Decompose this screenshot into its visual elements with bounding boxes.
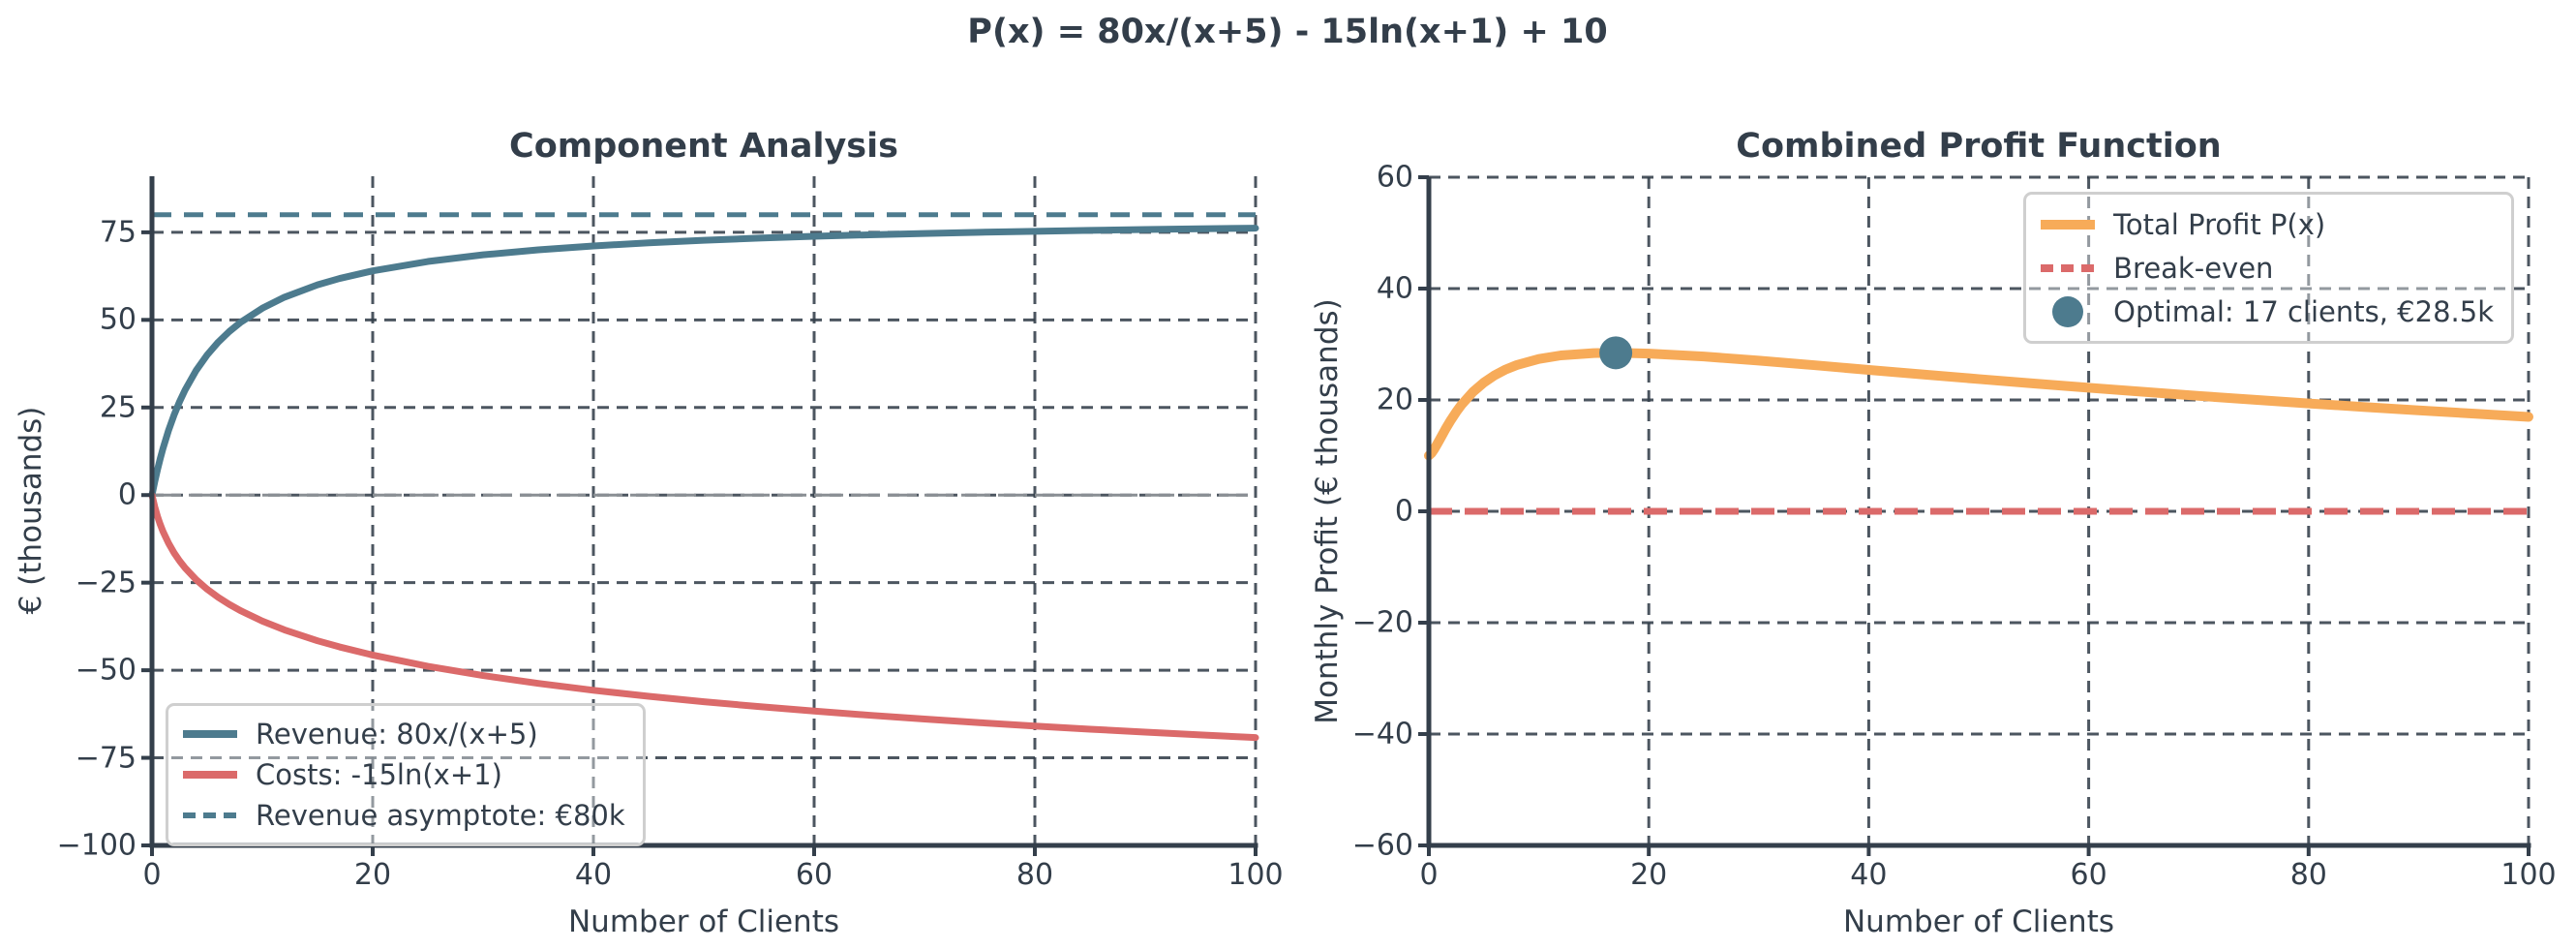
right-plot-title: Combined Profit Function — [1736, 127, 2222, 166]
legend-item: Costs: -15ln(x+1) — [180, 754, 625, 795]
legend-label: Total Profit P(x) — [2113, 207, 2326, 241]
left-x-axis-label: Number of Clients — [567, 904, 840, 939]
optimal-marker-icon — [2052, 295, 2084, 327]
left-y-axis-label: € (thousands) — [14, 406, 48, 615]
left-plot-title: Component Analysis — [509, 127, 898, 166]
legend-label: Revenue asymptote: €80k — [256, 799, 625, 832]
legend-line-sample — [183, 730, 237, 738]
legend-item: Revenue asymptote: €80k — [180, 795, 625, 836]
legend-label: Optimal: 17 clients, €28.5k — [2113, 294, 2494, 328]
optimal-marker — [1599, 336, 1633, 370]
legend-line-sample — [183, 771, 237, 779]
figure-suptitle: P(x) = 80x/(x+5) - 15ln(x+1) + 10 — [967, 13, 1608, 51]
legend-item: Optimal: 17 clients, €28.5k — [2038, 290, 2494, 333]
legend-item: Break-even — [2038, 246, 2494, 290]
legend-line-sample — [2041, 263, 2096, 272]
legend-item: Total Profit P(x) — [2038, 202, 2494, 246]
right-plot-legend: Total Profit P(x) Break-even Optimal: 17 c… — [2023, 192, 2514, 344]
right-x-axis-label: Number of Clients — [1842, 904, 2115, 939]
legend-line-sample — [183, 812, 237, 818]
legend-label: Revenue: 80x/(x+5) — [256, 718, 538, 751]
costs-curve — [148, 491, 1259, 742]
legend-label: Costs: -15ln(x+1) — [256, 758, 502, 791]
total-profit-curve — [1424, 348, 2533, 461]
revenue-curve — [148, 225, 1259, 499]
right-y-axis-label: Monthly Profit (€ thousands) — [1310, 298, 1345, 724]
legend-item: Revenue: 80x/(x+5) — [180, 714, 625, 754]
legend-marker-sample — [2052, 295, 2084, 327]
legend-line-sample — [2041, 219, 2096, 230]
legend-label: Break-even — [2113, 251, 2274, 285]
left-plot-legend: Revenue: 80x/(x+5) Costs: -15ln(x+1) Reven… — [166, 703, 646, 846]
